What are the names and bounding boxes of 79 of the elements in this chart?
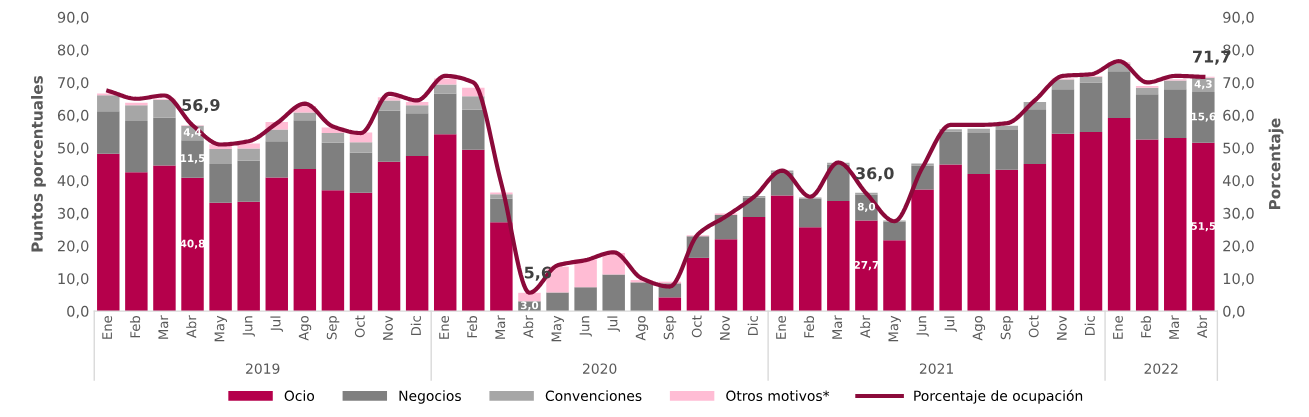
y-tick-label: 30,0 [58, 207, 89, 221]
x-tick-label: Feb [466, 315, 478, 338]
data-label: 36,0 [856, 167, 894, 182]
x-tick-label: May [551, 315, 564, 342]
x-tick-label: Nov [1056, 315, 1067, 340]
data-label: 56,9 [182, 98, 220, 114]
legend-label: Porcentaje de ocupación [914, 389, 1083, 404]
x-tick-label: Abr [860, 315, 871, 338]
legend-label: Ocio [284, 390, 315, 402]
x-tick-label: May [214, 315, 227, 342]
y2-tick-label: 50,0 [1223, 142, 1254, 155]
y-tick-label: 40,0 [57, 175, 89, 188]
y2-tick-label: 40,0 [1222, 175, 1254, 188]
x-tick-label: Jun [916, 316, 929, 337]
x-tick-label: Ene [1113, 315, 1123, 339]
x-tick-label: Abr [186, 315, 197, 338]
data-label: 11,5 [180, 154, 205, 164]
x-tick-label: Jul [607, 316, 620, 332]
x-tick-label: Abr [523, 315, 534, 338]
data-label: 27,7 [854, 260, 879, 271]
x-tick-label: Oct [691, 315, 702, 338]
x-tick-label: Jun [579, 316, 592, 337]
data-label: 3,0 [520, 301, 539, 311]
y-tick-label: 90,0 [57, 11, 89, 25]
x-tick-label: Jul [270, 316, 284, 332]
x-tick-label: Sep [663, 315, 677, 340]
x-tick-label: Nov [383, 315, 393, 340]
x-tick-label: Ene [776, 315, 786, 339]
x-tick-label: Dic [1084, 316, 1095, 336]
x-tick-label: Oct [354, 315, 365, 338]
y-tick-label: 20,0 [57, 240, 89, 253]
x-tick-label: Mar [1169, 315, 1180, 339]
x-tick-label: Dic [747, 316, 758, 336]
x-tick-label: Abr [1196, 315, 1208, 338]
y2-tick-label: 30,0 [1223, 207, 1254, 221]
x-tick-label: Dic [410, 316, 421, 336]
x-tick-label: Ago [298, 315, 312, 341]
y2-tick-label: 0,0 [1223, 305, 1245, 319]
x-tick-label: Mar [158, 315, 169, 339]
x-tick-label: Nov [720, 315, 730, 340]
x-tick-label: May [888, 315, 901, 342]
x-tick-label: Sep [1000, 315, 1014, 340]
x-tick-label: Mar [832, 315, 843, 339]
x-tick-label: Sep [326, 315, 340, 340]
y2-tick-label: 20,0 [1223, 240, 1254, 253]
y-axis-title: Puntos porcentuales [31, 76, 46, 252]
x-tick-label: Ene [102, 315, 113, 339]
x-tick-label: Ago [972, 315, 986, 341]
y-tick-label: 80,0 [57, 44, 89, 57]
y2-tick-label: 70,0 [1223, 77, 1254, 90]
x-tick-label: Feb [803, 315, 815, 338]
x-tick-label: Mar [495, 315, 506, 339]
x-tick-label: Jun [242, 316, 255, 337]
data-label: 15,6 [1191, 112, 1216, 122]
y2-tick-label: 10,0 [1223, 273, 1254, 286]
x-tick-label: Feb [1140, 315, 1151, 338]
y2-tick-label: 90,0 [1223, 11, 1254, 25]
x-tick-label: Feb [129, 315, 141, 338]
x-tick-label: Ene [439, 315, 450, 339]
data-label: 51,5 [1191, 222, 1216, 232]
legend-label: Negocios [399, 390, 461, 404]
y-tick-label: 0,0 [67, 305, 89, 319]
y-tick-label: 50,0 [58, 142, 89, 155]
y-tick-label: 60,0 [57, 109, 89, 123]
y2-axis-title: Porcentaje [1268, 118, 1284, 210]
text: 2019 [246, 363, 280, 374]
x-tick-label: Ago [635, 315, 649, 341]
text: 2021 [919, 363, 953, 374]
x-tick-label: Oct [1028, 315, 1039, 338]
y-tick-label: 10,0 [58, 273, 89, 286]
text: 2022 [1144, 363, 1178, 374]
text: 2020 [583, 363, 617, 374]
x-tick-label: Jul [944, 316, 957, 332]
legend-label: Convenciones [545, 390, 642, 402]
data-label: 4,3 [1194, 80, 1212, 90]
y-tick-label: 70,0 [58, 77, 89, 90]
y2-tick-label: 60,0 [1223, 109, 1254, 123]
data-label: 8,0 [857, 202, 876, 212]
legend-label: Otros motivos* [726, 390, 830, 402]
